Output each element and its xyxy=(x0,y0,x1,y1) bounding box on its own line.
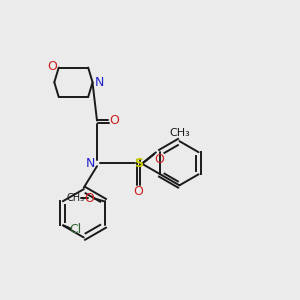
Text: O: O xyxy=(110,114,120,127)
Text: O: O xyxy=(47,60,57,73)
Text: O: O xyxy=(133,185,143,198)
Text: CH₃: CH₃ xyxy=(67,193,85,203)
Text: N: N xyxy=(94,76,104,89)
Text: O: O xyxy=(154,153,164,166)
Text: Cl: Cl xyxy=(69,223,81,236)
Text: N: N xyxy=(86,157,95,170)
Text: CH₃: CH₃ xyxy=(169,128,190,138)
Text: O: O xyxy=(85,192,94,205)
Text: S: S xyxy=(134,157,143,170)
